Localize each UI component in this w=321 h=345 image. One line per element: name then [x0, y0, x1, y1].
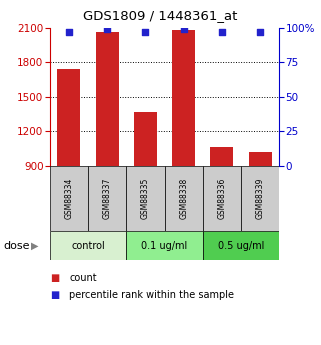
Point: [143, 29, 148, 34]
Text: ■: ■: [50, 273, 59, 283]
Bar: [57, 69, 80, 166]
Point: [105, 26, 110, 32]
Bar: [203, 166, 241, 231]
Bar: [50, 166, 88, 231]
Bar: [96, 32, 118, 166]
Bar: [172, 30, 195, 166]
Text: dose: dose: [3, 241, 30, 251]
Bar: [249, 152, 272, 166]
Text: GSM88336: GSM88336: [217, 178, 226, 219]
Bar: [126, 231, 203, 260]
Bar: [203, 231, 279, 260]
Text: count: count: [69, 273, 97, 283]
Point: [257, 29, 263, 34]
Bar: [126, 166, 164, 231]
Bar: [50, 231, 126, 260]
Point: [181, 26, 186, 32]
Bar: [164, 166, 203, 231]
Text: GSM88335: GSM88335: [141, 178, 150, 219]
Text: GSM88338: GSM88338: [179, 178, 188, 219]
Text: 0.1 ug/ml: 0.1 ug/ml: [141, 241, 188, 251]
Bar: [211, 147, 233, 166]
Text: GSM88334: GSM88334: [65, 178, 74, 219]
Bar: [241, 166, 279, 231]
Text: 0.5 ug/ml: 0.5 ug/ml: [218, 241, 264, 251]
Text: control: control: [71, 241, 105, 251]
Text: GSM88339: GSM88339: [256, 178, 265, 219]
Point: [66, 29, 72, 34]
Text: percentile rank within the sample: percentile rank within the sample: [69, 290, 234, 300]
Text: ■: ■: [50, 290, 59, 300]
Text: ▶: ▶: [30, 241, 38, 251]
Text: GDS1809 / 1448361_at: GDS1809 / 1448361_at: [83, 9, 238, 22]
Bar: [88, 166, 126, 231]
Text: GSM88337: GSM88337: [103, 178, 112, 219]
Bar: [134, 111, 157, 166]
Point: [219, 29, 224, 34]
